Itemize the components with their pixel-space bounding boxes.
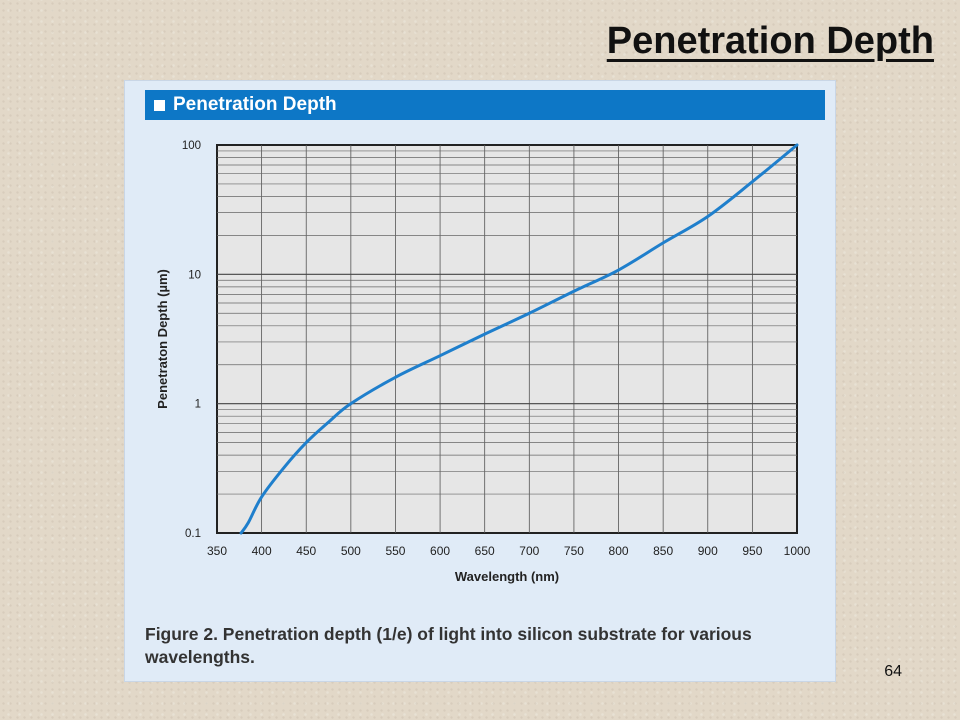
penetration-depth-chart: 350 400 450 500 550 600 650 700 750 800 850 900 950 1… [155, 140, 811, 584]
x-tick-label: 800 [609, 544, 629, 558]
x-axis-label: Wavelength (nm) [455, 569, 559, 584]
x-tick-label: 600 [430, 544, 450, 558]
bullet-square-icon [154, 99, 165, 111]
grid-lines [217, 145, 797, 533]
x-tick-label: 950 [742, 544, 762, 558]
page-number: 64 [884, 663, 902, 680]
x-tick-labels: 350 400 450 500 550 600 650 700 750 800 850 900 950 1… [207, 544, 811, 558]
x-tick-label: 900 [698, 544, 718, 558]
x-tick-label: 700 [519, 544, 539, 558]
x-tick-label: 500 [341, 544, 361, 558]
plot-area [216, 144, 798, 534]
x-tick-label: 850 [653, 544, 673, 558]
panel-header-label: Penetration Depth [173, 94, 337, 115]
y-tick-label: 0.1 [185, 528, 201, 540]
figure-caption: Figure 2. Penetration depth (1/e) of lig… [145, 624, 752, 667]
series-line [239, 143, 799, 535]
slide-title: Penetration Depth [606, 20, 934, 62]
y-tick-label: 10 [188, 269, 201, 281]
y-axis-label: Penetraton Depth (µm) [155, 269, 170, 409]
panel-header: Penetration Depth [145, 90, 825, 120]
x-tick-label: 1000 [784, 544, 811, 558]
y-tick-label: 1 [195, 399, 201, 411]
figure-panel: Penetration Depth 350 400 450 500 550 600 650 7… [124, 80, 836, 682]
x-tick-label: 550 [385, 544, 405, 558]
y-tick-label: 100 [182, 140, 201, 152]
x-tick-label: 350 [207, 544, 227, 558]
x-tick-label: 400 [252, 544, 272, 558]
x-tick-label: 450 [296, 544, 316, 558]
y-tick-labels: 0.1 1 10 100 [182, 140, 201, 540]
x-tick-label: 750 [564, 544, 584, 558]
x-tick-label: 650 [475, 544, 495, 558]
